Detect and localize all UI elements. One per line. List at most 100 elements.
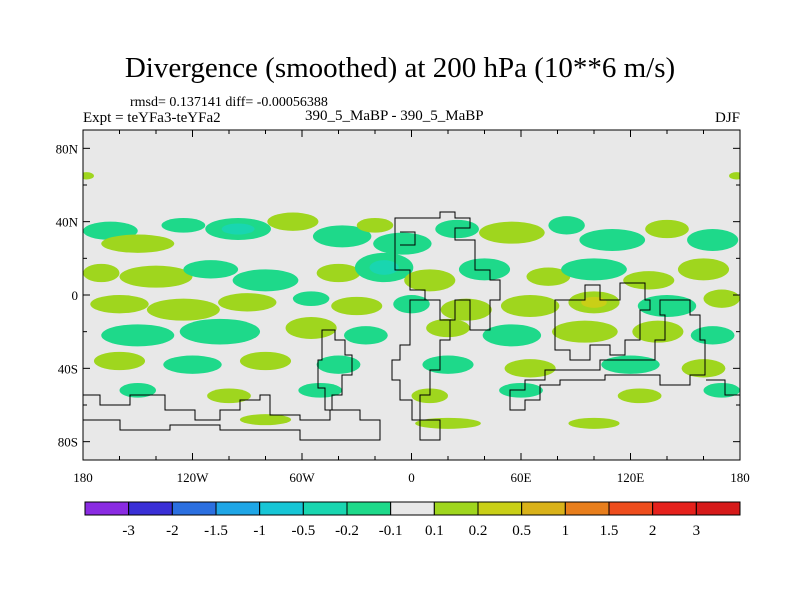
y-tick-label: 80N — [56, 141, 79, 156]
colorbar-label: -2 — [166, 523, 179, 539]
colorbar-box — [346, 501, 392, 516]
field-blob-56 — [298, 383, 343, 398]
colorbar-box — [84, 501, 130, 516]
x-tick-label: 180 — [730, 470, 750, 485]
field-blob-48 — [239, 351, 292, 371]
x-tick-label: 60W — [289, 470, 315, 485]
x-tick-label: 120E — [617, 470, 645, 485]
field-blob-7 — [373, 232, 432, 255]
field-blob-31 — [393, 295, 430, 314]
colorbar-label: 3 — [693, 523, 701, 539]
field-blob-52 — [601, 355, 660, 374]
stats-line: rmsd= 0.137141 diff= -0.00056388 — [130, 95, 328, 110]
colorbar-box — [390, 501, 435, 516]
colorbar-box — [521, 501, 566, 516]
x-tick-label: 60E — [511, 470, 532, 485]
field-blob-6 — [356, 218, 394, 233]
field-blob-4 — [267, 212, 319, 231]
colorbar-box — [652, 501, 697, 516]
colorbar-label: -0.2 — [335, 523, 359, 539]
field-blob-65 — [729, 172, 740, 180]
y-tick-label: 80S — [58, 435, 78, 450]
x-axis: 180 120W 60W 0 60E 120E 180 — [73, 130, 750, 485]
colorbar-label: -0.5 — [291, 523, 315, 539]
field-blob-16 — [183, 260, 239, 279]
colorbar: -3 -2 -1.5 -1 -0.5 -0.2 -0.1 0.1 0.2 0.5 1 1.5 2 3 — [84, 501, 741, 539]
colorbar-box — [215, 501, 261, 516]
coastline-outline — [83, 211, 740, 441]
field-blob-40 — [343, 326, 388, 345]
colorbar-label: -1 — [253, 523, 266, 539]
field-blob-50 — [422, 355, 474, 374]
field-blob-32 — [440, 298, 492, 321]
colorbar-box — [564, 501, 610, 516]
colorbar-label: 2 — [649, 523, 657, 539]
colorbar-box — [608, 501, 654, 516]
field-blob-core-3 — [221, 223, 255, 235]
field-blob-26 — [90, 295, 149, 314]
field-blob-51 — [504, 359, 556, 378]
colorbar-label: -0.1 — [379, 523, 403, 539]
field-blob-21 — [458, 258, 511, 281]
colorbar-box — [259, 501, 304, 516]
field-blob-37 — [101, 324, 175, 347]
colorbar-box — [171, 501, 217, 516]
field-blob-15 — [119, 265, 193, 288]
field-blob-64 — [83, 172, 94, 180]
field-blob-8 — [435, 219, 480, 239]
field-blob-49 — [316, 355, 361, 374]
y-tick-label: 40N — [56, 215, 79, 230]
y-tick-label: 0 — [72, 288, 79, 303]
colorbar-label: 1.5 — [600, 523, 619, 539]
field-blob-43 — [552, 320, 618, 343]
field-blob-11 — [579, 229, 646, 251]
field-blob-41 — [426, 318, 470, 338]
field-blob-61 — [239, 414, 292, 426]
field-blob-45 — [690, 326, 735, 345]
field-blob-18 — [316, 263, 361, 283]
field-blob-46 — [93, 351, 146, 371]
x-tick-label: 180 — [73, 470, 93, 485]
field-blob-60 — [703, 383, 740, 398]
experiment-label: Expt = teYFa3-teYFa2 — [83, 110, 221, 126]
colorbar-box — [433, 501, 479, 516]
colorbar-label: 0.2 — [469, 523, 488, 539]
colorbar-label: 1 — [562, 523, 570, 539]
field-blob-55 — [207, 388, 251, 404]
field-blob-62 — [415, 417, 481, 429]
field-blob-44 — [632, 320, 684, 343]
field-blob-30 — [331, 296, 383, 316]
field-blob-59 — [617, 388, 662, 404]
field-blob-47 — [163, 355, 222, 374]
field-blob-22 — [526, 267, 571, 286]
field-blob-10 — [548, 216, 585, 235]
case-label: 390_5_MaBP - 390_5_MaBP — [305, 108, 484, 124]
field-blob-57 — [411, 388, 448, 404]
y-axis: 80N 40N 0 40S 80S — [56, 141, 740, 450]
field-blob-14 — [83, 263, 120, 283]
field-blob-54 — [119, 383, 156, 398]
field-blob-35 — [637, 295, 697, 317]
field-blob-25 — [677, 258, 730, 281]
field-blob-5 — [312, 225, 372, 248]
field-blob-29 — [292, 291, 330, 306]
field-blob-42 — [482, 324, 542, 347]
x-tick-label: 120W — [177, 470, 210, 485]
colorbar-label: -1.5 — [204, 523, 228, 539]
field-blob-27 — [146, 298, 220, 321]
field-blob-53 — [681, 359, 726, 378]
field-blob-33 — [500, 295, 560, 317]
field-blob-17 — [232, 269, 299, 292]
field-blob-20 — [404, 269, 456, 292]
chart-title: Divergence (smoothed) at 200 hPa (10**6 … — [124, 52, 676, 84]
field-blob-39 — [285, 317, 337, 339]
field-blob-1 — [101, 234, 175, 253]
field-blob-38 — [179, 318, 261, 345]
colorbar-label: 0.1 — [425, 523, 444, 539]
field-blob-36 — [703, 289, 740, 308]
colorbar-label: 0.5 — [512, 523, 531, 539]
colorbar-box — [128, 501, 173, 516]
y-tick-label: 40S — [58, 361, 78, 376]
field-blob-24 — [623, 271, 675, 290]
